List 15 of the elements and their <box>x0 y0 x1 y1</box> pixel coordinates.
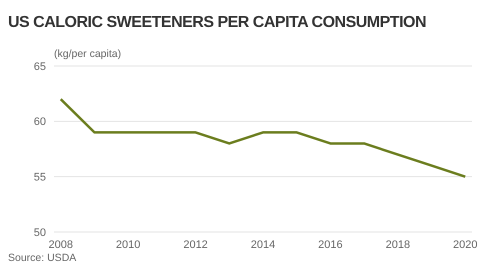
x-tick-label: 2010 <box>116 238 140 251</box>
chart-title: US CALORIC SWEETENERS PER CAPITA CONSUMPTION <box>8 14 426 32</box>
y-tick-label: 55 <box>34 172 46 184</box>
x-tick-label: 2018 <box>386 238 410 251</box>
x-tick-label: 2020 <box>453 238 478 251</box>
line-series <box>59 98 467 178</box>
y-tick-label: 60 <box>34 116 46 128</box>
y-tick-label: 65 <box>34 60 46 73</box>
x-tick-label: 2012 <box>183 238 208 251</box>
x-tick-label: 2008 <box>48 238 73 251</box>
x-tick-label: 2016 <box>318 238 343 251</box>
y-tick-label: 50 <box>34 226 46 239</box>
source-note: Source: USDA <box>8 252 76 264</box>
y-axis-title: (kg/per capita) <box>54 48 122 60</box>
x-tick-label: 2014 <box>250 238 276 251</box>
